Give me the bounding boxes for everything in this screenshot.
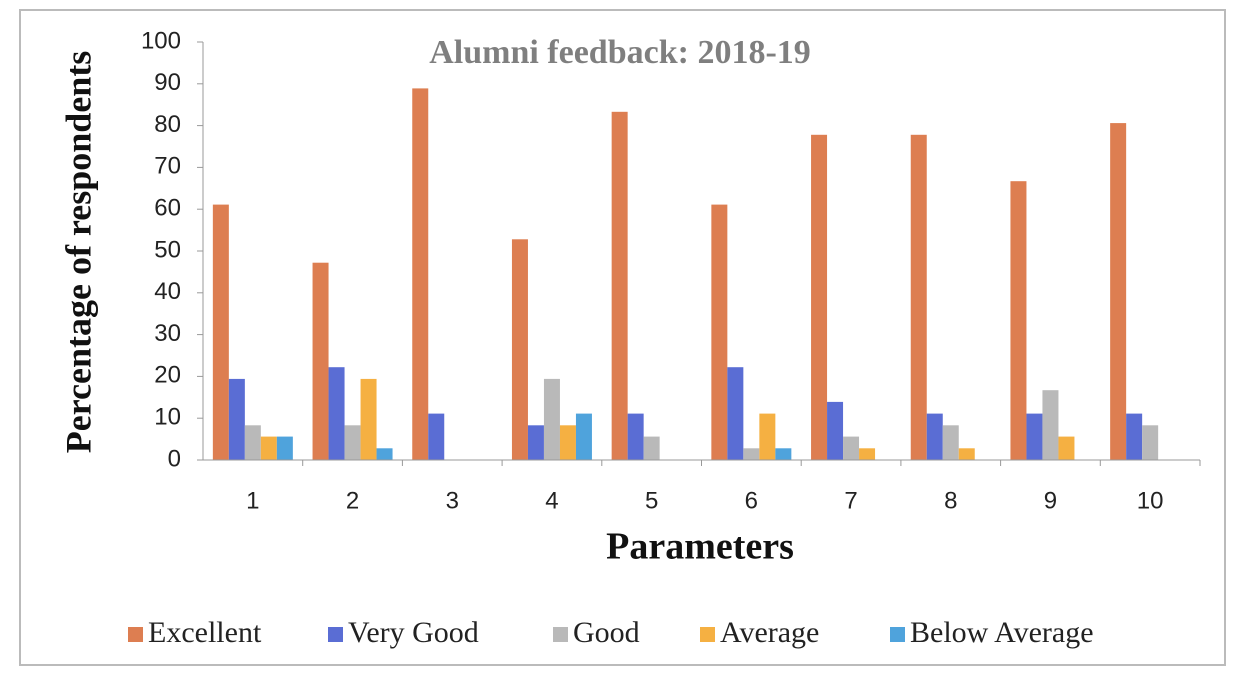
y-tick-label: 20 [154,362,181,389]
legend-swatch [700,627,715,642]
x-tick-label: 8 [944,487,957,514]
bar [212,204,229,460]
bar [1126,413,1143,460]
bar [312,262,329,460]
y-tick-label: 70 [154,153,181,180]
bar [859,448,876,460]
x-tick-label: 9 [1044,487,1057,514]
bar [1058,436,1075,460]
legend-label: Very Good [348,616,479,649]
bar [942,425,959,460]
x-tick-label: 2 [346,487,359,514]
bar [711,204,728,460]
y-tick-label: 0 [168,445,181,472]
bar [811,134,828,460]
bar [611,111,628,460]
legend-label: Excellent [148,616,262,649]
x-tick-label: 6 [745,487,758,514]
legend-label: Good [573,616,640,649]
x-tick-label: 3 [446,487,459,514]
x-tick-label: 5 [645,487,658,514]
y-tick-label: 10 [154,404,181,431]
legend-swatch [553,627,568,642]
legend-label: Below Average [910,616,1094,649]
y-axis-label: Percentage of respondents [58,51,98,454]
bar [527,425,544,460]
bar [1026,413,1043,460]
y-tick-label: 40 [154,278,181,305]
bar [1110,123,1127,460]
y-tick-label: 60 [154,195,181,222]
x-axis-label: Parameters [606,526,794,568]
bar [575,413,592,460]
legend-swatch [128,627,143,642]
bar [727,367,744,460]
bar [958,448,975,460]
bar [543,378,560,460]
bar [643,436,660,460]
bar [360,378,377,460]
x-tick-label: 7 [844,487,857,514]
x-tick-label: 10 [1137,487,1164,514]
bar [910,134,927,460]
bar [743,448,760,460]
y-tick-label: 80 [154,111,181,138]
bar [228,378,245,460]
bar [627,413,644,460]
chart-title: Alumni feedback: 2018-19 [429,34,811,71]
bar [926,413,943,460]
legend-swatch [890,627,905,642]
bar [328,367,345,460]
legend-label: Average [720,616,819,649]
bar [244,425,261,460]
bar [428,413,445,460]
y-tick-label: 90 [154,69,181,96]
bar [843,436,860,460]
bar [376,448,393,460]
bar [260,436,277,460]
bar [1042,390,1059,460]
bar [276,436,293,460]
bar [775,448,792,460]
bar [1142,425,1159,460]
legend-swatch [328,627,343,642]
y-tick-label: 30 [154,320,181,347]
x-tick-label: 1 [246,487,259,514]
bar [412,88,429,460]
y-tick-label: 50 [154,236,181,263]
bar [511,239,528,460]
x-tick-label: 4 [545,487,558,514]
bar [559,425,576,460]
bar [1010,181,1027,460]
bar [827,401,844,460]
y-tick-label: 100 [141,27,181,54]
bar [759,413,776,460]
bar [344,425,361,460]
